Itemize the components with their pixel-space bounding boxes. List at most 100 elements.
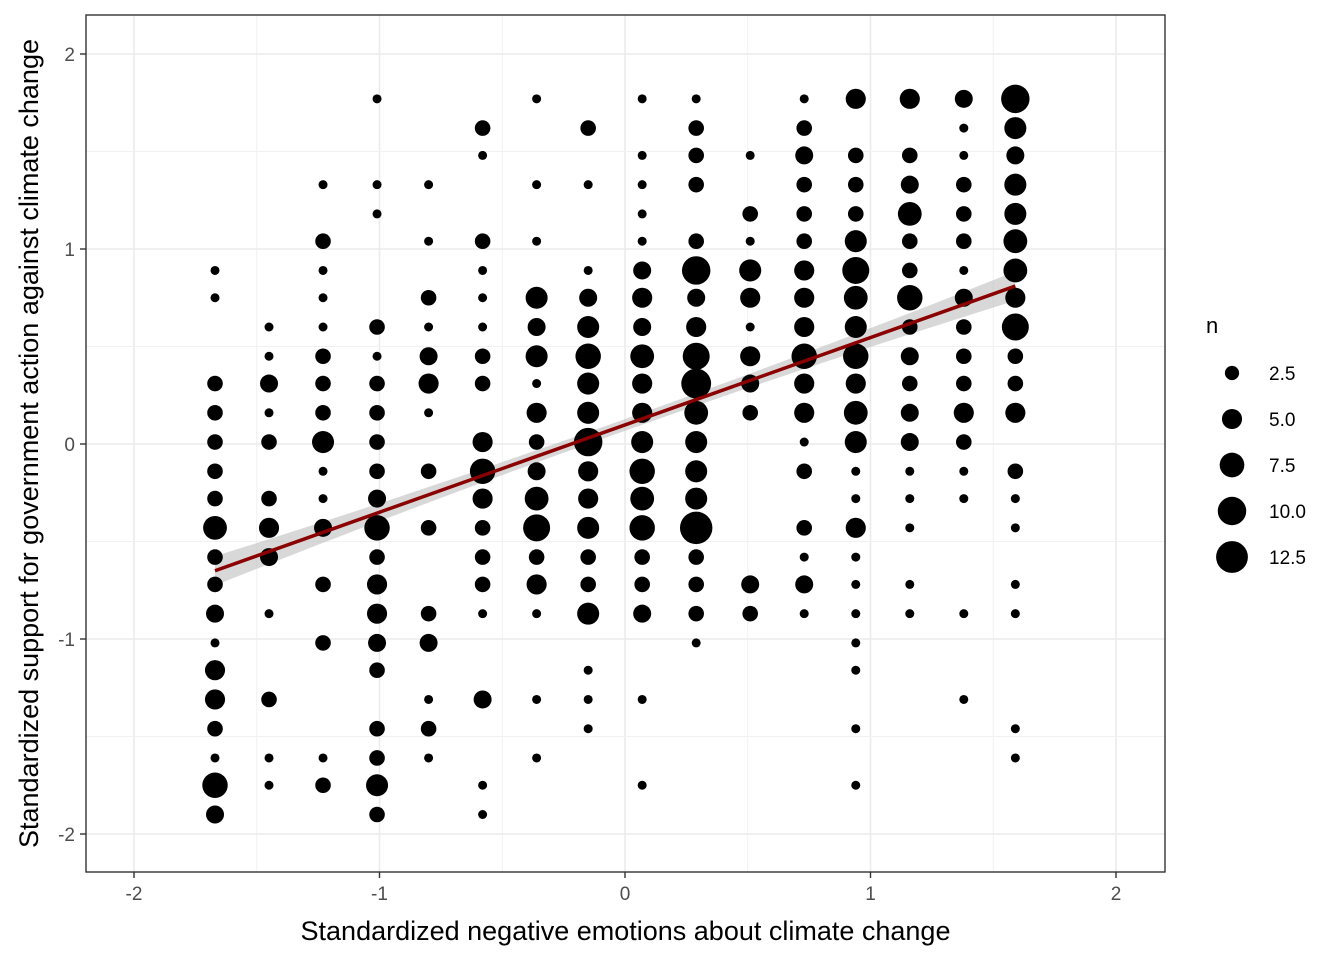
data-point <box>897 285 923 311</box>
data-point <box>685 487 708 510</box>
data-point <box>842 256 870 284</box>
data-point <box>532 753 542 763</box>
data-point <box>796 233 813 249</box>
legend-key <box>1219 452 1245 478</box>
data-point <box>1007 348 1024 365</box>
data-point <box>686 316 707 338</box>
data-point <box>629 458 655 485</box>
x-tick-label: 1 <box>865 884 876 905</box>
data-point <box>794 287 815 308</box>
data-point <box>1010 609 1020 619</box>
data-point <box>369 750 385 766</box>
data-point <box>420 289 437 306</box>
data-point <box>679 511 713 545</box>
data-point <box>526 574 547 595</box>
data-point <box>1010 579 1020 589</box>
data-point <box>688 147 704 164</box>
data-point <box>847 206 864 222</box>
data-point <box>420 605 437 622</box>
data-point <box>525 286 548 309</box>
data-point <box>905 609 915 619</box>
data-point <box>851 466 861 476</box>
data-point <box>532 379 542 389</box>
data-point <box>851 579 861 589</box>
data-point <box>632 287 653 308</box>
data-point <box>905 494 915 504</box>
data-point <box>424 694 434 704</box>
data-point <box>740 346 761 367</box>
data-point <box>900 347 919 366</box>
data-point <box>796 206 813 222</box>
data-point <box>959 265 969 275</box>
data-point <box>1001 84 1030 114</box>
data-point <box>953 402 974 423</box>
data-point <box>210 638 220 648</box>
data-point <box>688 576 704 593</box>
data-point <box>682 342 710 370</box>
data-point <box>905 579 915 589</box>
data-point <box>959 609 969 619</box>
data-point <box>637 780 647 790</box>
legend-label: 5.0 <box>1269 410 1295 431</box>
data-point <box>796 120 813 136</box>
data-point <box>583 265 593 275</box>
data-point <box>318 753 328 763</box>
data-point <box>577 516 600 539</box>
data-point <box>424 753 434 763</box>
data-point <box>847 147 864 164</box>
data-point <box>532 180 542 190</box>
data-point <box>419 347 438 366</box>
data-point <box>1005 402 1026 423</box>
data-point <box>478 780 488 790</box>
data-point <box>955 206 972 222</box>
data-point <box>905 523 915 533</box>
data-point <box>478 609 488 619</box>
data-point <box>901 147 918 164</box>
data-point <box>796 463 813 480</box>
data-point <box>745 322 755 332</box>
data-point <box>1007 463 1024 480</box>
y-tick-label: 1 <box>64 240 75 261</box>
data-point <box>851 665 861 675</box>
data-point <box>845 373 866 394</box>
x-axis-title: Standardized negative emotions about cli… <box>301 916 951 946</box>
data-point <box>899 88 920 109</box>
data-point <box>955 176 972 193</box>
data-point <box>264 609 274 619</box>
data-point <box>688 549 704 565</box>
data-point <box>207 720 223 737</box>
data-point <box>691 638 701 648</box>
data-point <box>207 576 223 593</box>
data-point <box>528 549 545 565</box>
data-point <box>318 322 328 332</box>
data-point <box>637 94 647 104</box>
data-point <box>843 343 869 369</box>
data-point <box>851 638 861 648</box>
data-point <box>474 375 491 392</box>
data-point <box>851 724 861 734</box>
data-point <box>575 343 601 369</box>
data-point <box>900 175 919 194</box>
data-point <box>264 322 274 332</box>
data-point <box>523 514 551 542</box>
legend-label: 12.5 <box>1269 548 1306 569</box>
data-point <box>312 431 335 454</box>
data-point <box>900 433 919 452</box>
data-point <box>580 549 596 565</box>
data-point <box>685 431 708 454</box>
data-point <box>315 405 331 421</box>
data-point <box>634 576 650 593</box>
data-point <box>315 635 331 651</box>
x-tick-label: 0 <box>620 884 631 905</box>
data-point <box>843 400 868 425</box>
data-point <box>739 259 762 282</box>
data-point <box>368 633 387 652</box>
legend-key <box>1224 365 1240 381</box>
data-point <box>684 400 709 425</box>
data-point <box>264 753 274 763</box>
x-tick-label: 2 <box>1111 884 1122 905</box>
legend-key <box>1216 541 1248 573</box>
y-tick-label: -1 <box>58 630 75 651</box>
data-point <box>532 94 542 104</box>
